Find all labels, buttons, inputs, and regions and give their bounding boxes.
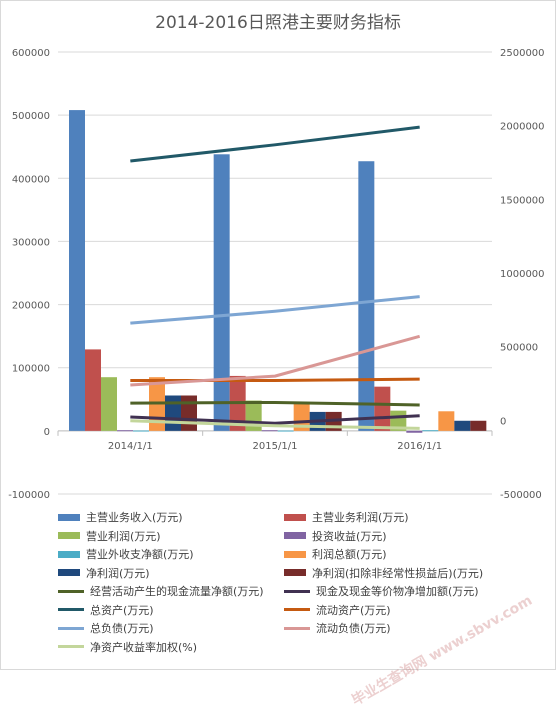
legend-swatch — [58, 514, 80, 521]
bar-2 — [85, 349, 101, 430]
line-series-5 — [130, 297, 419, 324]
line-series-6 — [130, 336, 419, 385]
legend-item: 经营活动产生的现金流量净额(万元) — [58, 584, 264, 598]
bar-7 — [165, 395, 181, 430]
legend-label: 投资收益(万元) — [312, 528, 387, 544]
y-right-tick-label: 500000 — [500, 343, 538, 354]
legend-label: 利润总额(万元) — [312, 546, 387, 562]
legend-label: 营业利润(万元) — [86, 528, 161, 544]
legend-label: 主营业务利润(万元) — [312, 509, 409, 525]
legend-label: 营业外收支净额(万元) — [86, 546, 194, 562]
legend-label: 现金及现金等价物净增加额(万元) — [316, 583, 479, 599]
bar-8 — [470, 421, 486, 431]
y-right-tick-label: 0 — [500, 416, 506, 427]
legend-label: 净利润(扣除非经常性损益后)(万元) — [312, 565, 483, 581]
legend-item: 净利润(万元) — [58, 566, 150, 580]
bar-1 — [214, 154, 230, 431]
y-right-tick-label: 2500000 — [500, 48, 545, 59]
legend-item: 总负债(万元) — [58, 621, 154, 635]
legend-swatch — [58, 551, 80, 558]
legend-item: 现金及现金等价物净增加额(万元) — [284, 584, 479, 598]
legend-item: 营业外收支净额(万元) — [58, 547, 194, 561]
bar-4 — [117, 430, 133, 431]
y-left-tick-label: 600000 — [12, 48, 50, 59]
legend-swatch — [58, 590, 84, 593]
legend-swatch — [58, 569, 80, 576]
legend-swatch — [58, 627, 84, 630]
bar-6 — [438, 411, 454, 431]
legend-label: 流动资产(万元) — [316, 602, 391, 618]
legend-swatch — [58, 532, 80, 539]
y-right-tick-label: -500000 — [500, 490, 542, 501]
x-tick-label: 2014/1/1 — [108, 441, 153, 452]
legend-swatch — [284, 569, 306, 576]
legend-label: 总资产(万元) — [90, 602, 154, 618]
bar-5 — [133, 431, 149, 432]
legend-item: 利润总额(万元) — [284, 547, 387, 561]
legend-label: 总负债(万元) — [90, 620, 154, 636]
y-right-tick-label: 1500000 — [500, 195, 545, 206]
bar-5 — [422, 430, 438, 431]
y-left-tick-label: 200000 — [12, 301, 50, 312]
legend-swatch — [58, 645, 84, 648]
x-tick-label: 2015/1/1 — [253, 441, 298, 452]
legend-item: 投资收益(万元) — [284, 529, 387, 543]
legend-label: 净资产收益率加权(%) — [90, 639, 197, 655]
x-tick-label: 2016/1/1 — [397, 441, 442, 452]
bar-1 — [358, 161, 374, 431]
legend-item: 营业利润(万元) — [58, 529, 161, 543]
chart-plot: 6000005000004000003000002000001000000-10… — [0, 0, 556, 510]
y-left-tick-label: 300000 — [12, 237, 50, 248]
legend-item: 净利润(扣除非经常性损益后)(万元) — [284, 566, 483, 580]
legend-swatch — [284, 551, 306, 558]
legend-swatch — [284, 514, 306, 521]
legend-label: 流动负债(万元) — [316, 620, 391, 636]
y-left-tick-label: -100000 — [8, 490, 50, 501]
y-left-tick-label: 500000 — [12, 111, 50, 122]
legend-label: 主营业务收入(万元) — [86, 509, 183, 525]
bar-1 — [69, 110, 85, 431]
bar-4 — [262, 430, 278, 431]
legend-item: 主营业务利润(万元) — [284, 510, 409, 524]
bar-4 — [406, 431, 422, 433]
bar-3 — [101, 377, 117, 431]
legend-swatch — [284, 532, 306, 539]
legend-swatch — [284, 590, 310, 593]
bar-2 — [374, 387, 390, 431]
bar-8 — [181, 395, 197, 430]
legend-swatch — [284, 627, 310, 630]
bar-5 — [278, 431, 294, 432]
legend-item: 流动资产(万元) — [284, 603, 391, 617]
legend-swatch — [58, 608, 84, 611]
legend-label: 经营活动产生的现金流量净额(万元) — [90, 583, 264, 599]
bar-7 — [454, 421, 470, 431]
y-left-tick-label: 0 — [44, 427, 50, 438]
y-right-tick-label: 1000000 — [500, 269, 545, 280]
legend-swatch — [284, 608, 310, 611]
legend-item: 主营业务收入(万元) — [58, 510, 183, 524]
y-right-tick-label: 2000000 — [500, 122, 545, 133]
legend-label: 净利润(万元) — [86, 565, 150, 581]
y-left-tick-label: 400000 — [12, 174, 50, 185]
legend-item: 总资产(万元) — [58, 603, 154, 617]
legend-item: 净资产收益率加权(%) — [58, 640, 197, 654]
line-series-3 — [130, 127, 419, 161]
line-series-4 — [130, 379, 419, 380]
y-left-tick-label: 100000 — [12, 364, 50, 375]
legend-item: 流动负债(万元) — [284, 621, 391, 635]
